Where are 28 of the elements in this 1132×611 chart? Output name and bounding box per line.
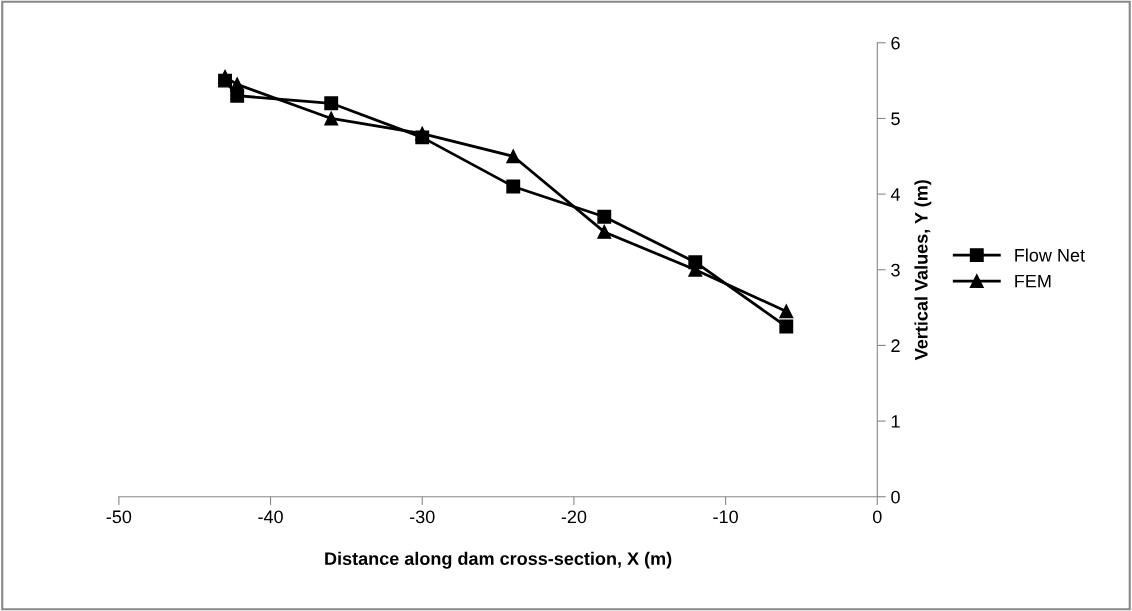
x-tick-label: -50 [106, 510, 132, 524]
y-tick-label: 3 [891, 263, 900, 277]
point [415, 126, 430, 141]
point [779, 304, 794, 319]
legend-label: FEM [1015, 274, 1051, 288]
x-tick-label: -10 [713, 510, 738, 524]
point [324, 96, 339, 111]
y-tick-label: 0 [891, 490, 900, 504]
point [218, 69, 232, 84]
point [506, 179, 521, 194]
y-tick-label: 5 [891, 112, 900, 126]
x-axis-title: Distance along dam cross-section, X (m) [325, 551, 672, 569]
y-tick-label: 6 [891, 36, 900, 50]
point [230, 77, 245, 92]
x-tick-label: -20 [561, 510, 587, 524]
y-tick-label: 2 [891, 339, 900, 352]
y-tick-label: 4 [890, 188, 901, 201]
x-tick-label: -30 [409, 510, 435, 524]
point [324, 111, 339, 126]
y-tick-label: 1 [891, 415, 900, 428]
legend-label: Flow Net [1015, 248, 1085, 262]
point [779, 319, 794, 334]
x-tick-label: -40 [258, 510, 283, 524]
x-tick-label: 0 [872, 510, 882, 524]
point [597, 224, 612, 239]
point [597, 209, 612, 224]
point [506, 149, 521, 164]
y-axis-title: Vertical Values, Y (m) [914, 180, 932, 361]
